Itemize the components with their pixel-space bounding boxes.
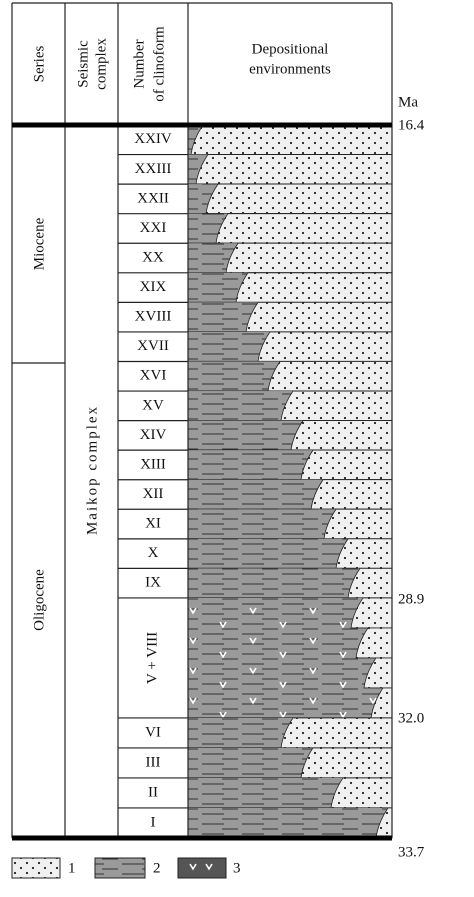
clinoform-label: XXIII [135, 161, 172, 177]
clinoform-label: XVII [137, 338, 169, 354]
sand-facies [280, 390, 393, 421]
age: 28.9 [398, 591, 424, 607]
sand-facies [215, 213, 393, 244]
legend-label: 2 [153, 860, 161, 876]
sand-facies [205, 183, 393, 215]
sand-facies [290, 420, 393, 451]
legend-label: 1 [68, 860, 76, 876]
age: 16.4 [398, 117, 425, 133]
clinoform-label: V + VIII [144, 632, 160, 684]
clinoform-label: XIV [140, 427, 167, 443]
clinoform-label: VI [145, 724, 161, 740]
header-depositional: Depositional [252, 41, 329, 57]
age-unit: Ma [398, 94, 418, 110]
sand-facies [235, 272, 393, 303]
sand-facies [257, 331, 393, 362]
series-name: Miocene [31, 217, 47, 270]
sand-facies [190, 124, 393, 155]
sand-facies [267, 361, 393, 392]
sand-facies [245, 301, 393, 333]
frame [11, 2, 393, 838]
legend-swatch [11, 857, 61, 879]
legend: 1 2 3 [11, 857, 241, 879]
clinoform-label: XI [145, 515, 161, 531]
header-seismic: Seismic [75, 40, 91, 88]
complex-name: Maikop complex [84, 405, 100, 535]
clinoform-label: XII [143, 486, 164, 502]
clinoform-label: XXIV [134, 131, 172, 147]
header-seismic: complex [93, 38, 109, 90]
header-number: of clinoform [151, 26, 167, 102]
sand-facies [195, 154, 393, 185]
clinoform-label: XVIII [135, 309, 172, 325]
header-number: Number [131, 39, 147, 88]
header-depositional: environments [249, 61, 331, 77]
sand-facies [300, 449, 393, 481]
clinoform-label: XXII [137, 190, 169, 206]
clinoform-label: I [151, 814, 156, 830]
clinoform-label: XXI [140, 220, 167, 236]
age: 32.0 [398, 710, 424, 726]
clinoform-label: XIX [140, 279, 167, 295]
shale-facies [188, 807, 392, 838]
clinoform-label: IX [145, 575, 161, 591]
sand-facies [300, 747, 393, 779]
age: 33.7 [398, 844, 425, 860]
sand-facies [225, 242, 393, 274]
header-series: Series [31, 46, 47, 83]
legend-volcanic [189, 863, 213, 871]
clinoform-label: XIII [140, 456, 166, 472]
legend-label: 3 [233, 860, 241, 876]
sand-facies [280, 717, 393, 749]
sand-facies [330, 777, 393, 809]
series-name: Oligocene [31, 569, 47, 631]
clinoform-label: III [146, 754, 161, 770]
clinoform-label: XV [142, 397, 164, 413]
clinoform-label: XX [142, 249, 164, 265]
sand-facies [310, 479, 393, 510]
clinoform-label: II [148, 784, 158, 800]
legend-swatch [177, 857, 227, 879]
clinoform-label: XVI [140, 368, 167, 384]
legend-swatch [94, 857, 146, 879]
sand-facies [323, 508, 393, 540]
clinoform-label: X [148, 545, 159, 561]
